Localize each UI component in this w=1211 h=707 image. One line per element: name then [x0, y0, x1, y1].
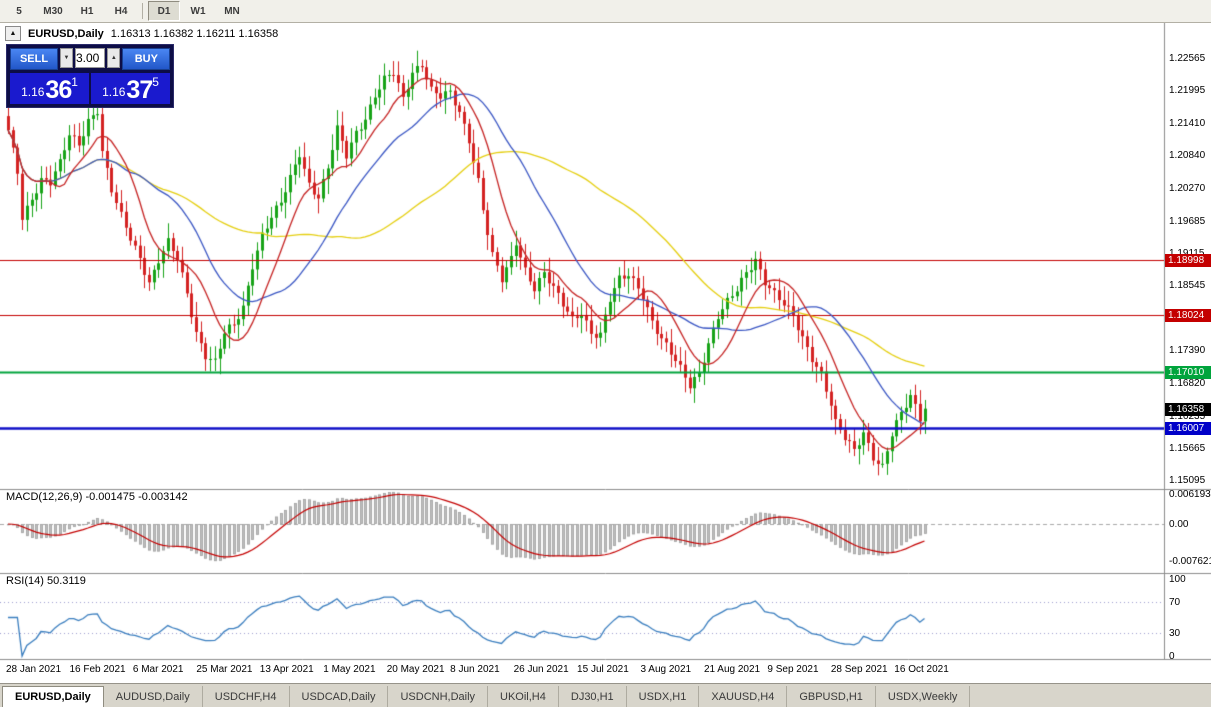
spinner-up-icon: ▲ — [110, 55, 117, 61]
chart-tab-audusd[interactable]: AUDUSD,Daily — [104, 686, 203, 707]
price-axis-label: 1.16235 — [1169, 410, 1206, 422]
date-axis-label: 13 Apr 2021 — [259, 664, 314, 675]
price-level-badge: 1.18998 — [1165, 253, 1211, 267]
chart-area: ▲ EURUSD,Daily 1.16313 1.16382 1.16211 1… — [0, 23, 1211, 683]
date-axis-label: 3 Aug 2021 — [640, 664, 692, 675]
timeframe-button-d1[interactable]: D1 — [148, 1, 180, 21]
timeframe-button-m30[interactable]: M30 — [43, 5, 63, 17]
price-axis-label: 1.16820 — [1169, 377, 1206, 389]
price-level-badge: 1.16358 — [1165, 402, 1211, 416]
price-axis-label: 1.19115 — [1169, 248, 1204, 259]
price-axis-label: 1.20840 — [1169, 150, 1206, 162]
macd-axis-label: -0.007621 — [1169, 555, 1211, 567]
sell-price-box[interactable]: 1.16 36 1 — [10, 73, 89, 104]
buy-price-pip: 5 — [152, 75, 159, 89]
trade-panel-controls: SELL ▼ 3.00 ▲ BUY — [10, 48, 171, 70]
price-level-badge: 1.17010 — [1165, 365, 1211, 379]
timeframe-button-h1[interactable]: H1 — [80, 5, 94, 17]
sell-price-main: 36 — [45, 76, 72, 104]
timeframe-button-h4[interactable]: H4 — [114, 5, 128, 17]
toolbar-separator — [142, 3, 143, 19]
chart-tab-usdchf[interactable]: USDCHF,H4 — [203, 686, 290, 707]
rsi-axis-label: 30 — [1169, 627, 1181, 639]
price-axis-label: 1.21410 — [1169, 118, 1206, 130]
one-click-trading-panel: SELL ▼ 3.00 ▲ BUY 1.16 36 1 1.16 37 — [6, 44, 174, 108]
price-level-badge: 1.16007 — [1165, 422, 1211, 436]
chart-tab-dj30[interactable]: DJ30,H1 — [559, 686, 627, 707]
macd-axis-label: 0.00 — [1169, 519, 1189, 530]
macd-indicator-label: MACD(12,26,9) -0.001475 -0.003142 — [6, 491, 188, 503]
trade-panel-prices: 1.16 36 1 1.16 37 5 — [10, 73, 170, 104]
chart-tab-gbpusd[interactable]: GBPUSD,H1 — [787, 686, 876, 707]
price-axis-label: 1.22565 — [1169, 53, 1206, 64]
date-axis-label: 15 Jul 2021 — [577, 664, 629, 675]
rsi-axis-label: 0 — [1169, 651, 1175, 662]
volume-spinner-up[interactable]: ▲ — [107, 48, 121, 68]
price-axis-label: 1.15665 — [1169, 442, 1206, 454]
volume-spinner-down[interactable]: ▼ — [60, 48, 73, 68]
price-axis-label: 1.20270 — [1169, 182, 1206, 194]
date-axis-label: 16 Feb 2021 — [69, 664, 126, 675]
buy-price-base: 1.16 — [102, 85, 126, 99]
chart-header: ▲ EURUSD,Daily 1.16313 1.16382 1.16211 1… — [5, 26, 278, 41]
date-axis-label: 25 Mar 2021 — [196, 664, 253, 675]
date-axis-label: 20 May 2021 — [386, 664, 445, 675]
chart-ohlc-label: 1.16313 1.16382 1.16211 1.16358 — [110, 27, 279, 40]
date-axis-label: 1 May 2021 — [323, 664, 376, 675]
date-axis-label: 28 Sep 2021 — [830, 664, 888, 675]
sell-button[interactable]: SELL — [10, 48, 58, 70]
chart-tab-usdcad[interactable]: USDCAD,Daily — [290, 686, 389, 707]
volume-field[interactable]: 3.00 — [75, 48, 106, 68]
sell-price-pip: 1 — [71, 75, 78, 89]
buy-price-main: 37 — [126, 76, 153, 104]
date-axis-label: 21 Aug 2021 — [703, 664, 761, 675]
date-axis-label: 28 Jan 2021 — [6, 664, 62, 675]
macd-axis-label: 0.006193 — [1169, 488, 1211, 500]
price-level-badge: 1.18024 — [1165, 308, 1211, 322]
price-axis-label: 1.17390 — [1169, 345, 1206, 357]
chart-tab-usdx[interactable]: USDX,Weekly — [876, 686, 971, 707]
buy-price-box[interactable]: 1.16 37 5 — [91, 73, 170, 104]
timeframe-toolbar: 5 M30 H1 H4 D1 W1 MN — [0, 0, 1211, 23]
date-axis-label: 26 Jun 2021 — [513, 664, 569, 675]
date-axis-label: 8 Jun 2021 — [450, 664, 500, 675]
timeframe-button-5[interactable]: 5 — [16, 5, 22, 17]
timeframe-button-w1[interactable]: W1 — [190, 5, 206, 17]
date-axis-label: 6 Mar 2021 — [132, 664, 184, 675]
chart-symbol-label: EURUSD,Daily — [28, 27, 104, 40]
date-axis-label: 9 Sep 2021 — [767, 664, 819, 675]
chart-tab-xauusd[interactable]: XAUUSD,H4 — [699, 686, 788, 707]
spinner-down-icon: ▼ — [63, 55, 70, 61]
rsi-axis-label: 100 — [1169, 574, 1186, 585]
chart-tab-eurusd[interactable]: EURUSD,Daily — [2, 686, 104, 707]
chart-tab-ukoil[interactable]: UKOil,H4 — [488, 686, 559, 707]
price-axis-label: 1.21995 — [1169, 85, 1206, 97]
collapse-trade-panel-button[interactable]: ▲ — [5, 26, 21, 41]
price-axis-label: 1.19685 — [1169, 215, 1206, 227]
sell-price-base: 1.16 — [21, 85, 45, 99]
rsi-axis-label: 70 — [1169, 597, 1181, 609]
rsi-indicator-label: RSI(14) 50.3119 — [6, 575, 86, 587]
price-axis-label: 1.18545 — [1169, 280, 1206, 292]
timeframe-button-mn[interactable]: MN — [224, 5, 240, 17]
chart-tab-usdx[interactable]: USDX,H1 — [627, 686, 700, 707]
price-axis-label: 1.15095 — [1169, 475, 1206, 486]
chart-canvas[interactable] — [0, 23, 1211, 683]
chart-tab-usdcnh[interactable]: USDCNH,Daily — [388, 686, 489, 707]
chart-tabs-bar: EURUSD,Daily AUDUSD,Daily USDCHF,H4 USDCAD,… — [0, 683, 1211, 707]
buy-button[interactable]: BUY — [122, 48, 171, 70]
date-axis-label: 16 Oct 2021 — [894, 664, 949, 675]
